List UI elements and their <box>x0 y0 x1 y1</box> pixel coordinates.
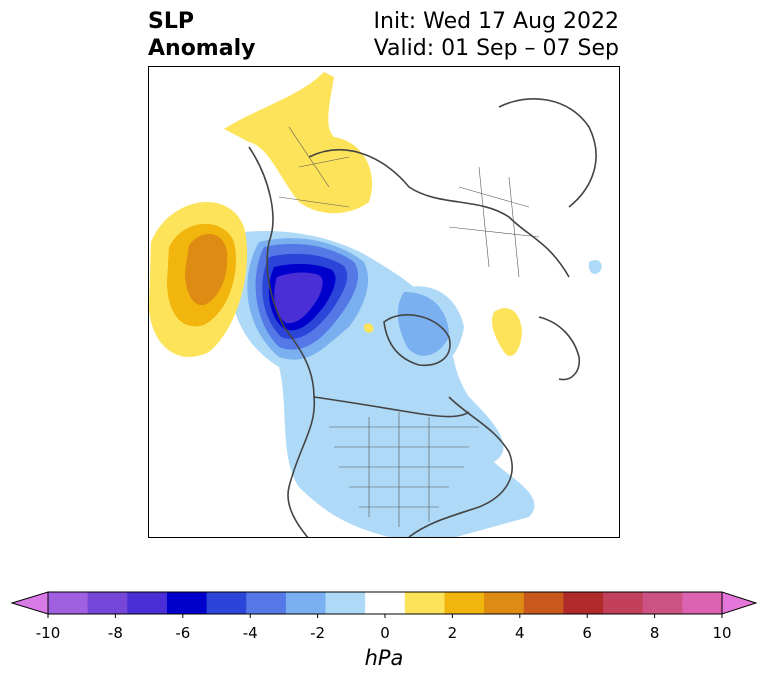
colorbar-cell <box>87 592 128 614</box>
anomaly-map <box>149 72 602 537</box>
colorbar-tick-label: -2 <box>310 624 326 642</box>
colorbar-cell <box>325 592 366 614</box>
colorbar-tick-label: -8 <box>107 624 123 642</box>
anomaly-region-yellow-dot <box>363 323 374 333</box>
colorbar-tick-label: 10 <box>712 624 732 642</box>
colorbar <box>10 591 758 618</box>
colorbar-tick-label: 6 <box>582 624 592 642</box>
borders <box>278 126 540 527</box>
colorbar-cell <box>682 592 723 614</box>
colorbar-cell <box>404 592 445 614</box>
anomaly-region-mid-blue-2 <box>397 292 449 356</box>
colorbar-cell <box>127 592 168 614</box>
anomaly-region-deepest-blue <box>274 272 323 324</box>
title-line-1: SLP <box>148 9 194 34</box>
colorbar-cell <box>523 592 564 614</box>
colorbar-tick-label: 8 <box>649 624 660 642</box>
colorbar-cell <box>444 592 485 614</box>
valid-range: Valid: 01 Sep – 07 Sep <box>373 36 619 61</box>
colorbar-tick-label: 0 <box>380 624 390 642</box>
anomaly-region-yellow-east <box>492 308 522 356</box>
title-line-2: Anomaly <box>148 36 256 61</box>
colorbar-cell <box>484 592 525 614</box>
colorbar-cells <box>10 591 758 615</box>
map-title: SLP Anomaly <box>148 8 255 62</box>
anomaly-region-orange <box>185 233 228 306</box>
colorbar-tick-label: -6 <box>175 624 191 642</box>
init-date: Init: Wed 17 Aug 2022 <box>373 9 619 34</box>
colorbar-tick-label: -4 <box>242 624 258 642</box>
colorbar-cell <box>48 592 89 614</box>
map-panel <box>148 66 620 538</box>
colorbar-unit: hPa <box>364 646 404 670</box>
colorbar-cell <box>563 592 604 614</box>
map-valid-info: Init: Wed 17 Aug 2022 Valid: 01 Sep – 07… <box>374 8 619 62</box>
colorbar-cell <box>642 592 683 614</box>
colorbar-tick-label: 4 <box>515 624 525 642</box>
colorbar-cell <box>365 592 406 614</box>
colorbar-tick-label: -10 <box>35 624 61 642</box>
colorbar-ticks <box>47 614 723 618</box>
anomaly-region-yellow-north <box>224 72 373 214</box>
anomaly-region-small-blue <box>588 259 602 274</box>
colorbar-cell <box>166 592 208 614</box>
coastlines <box>248 98 597 537</box>
colorbar-cell <box>246 592 287 614</box>
colorbar-cell <box>206 592 247 614</box>
colorbar-extend-min <box>10 591 49 615</box>
colorbar-tick-label: 2 <box>447 624 458 642</box>
colorbar-cell <box>285 592 327 614</box>
colorbar-extend-max <box>721 591 758 615</box>
colorbar-cell <box>603 592 644 614</box>
